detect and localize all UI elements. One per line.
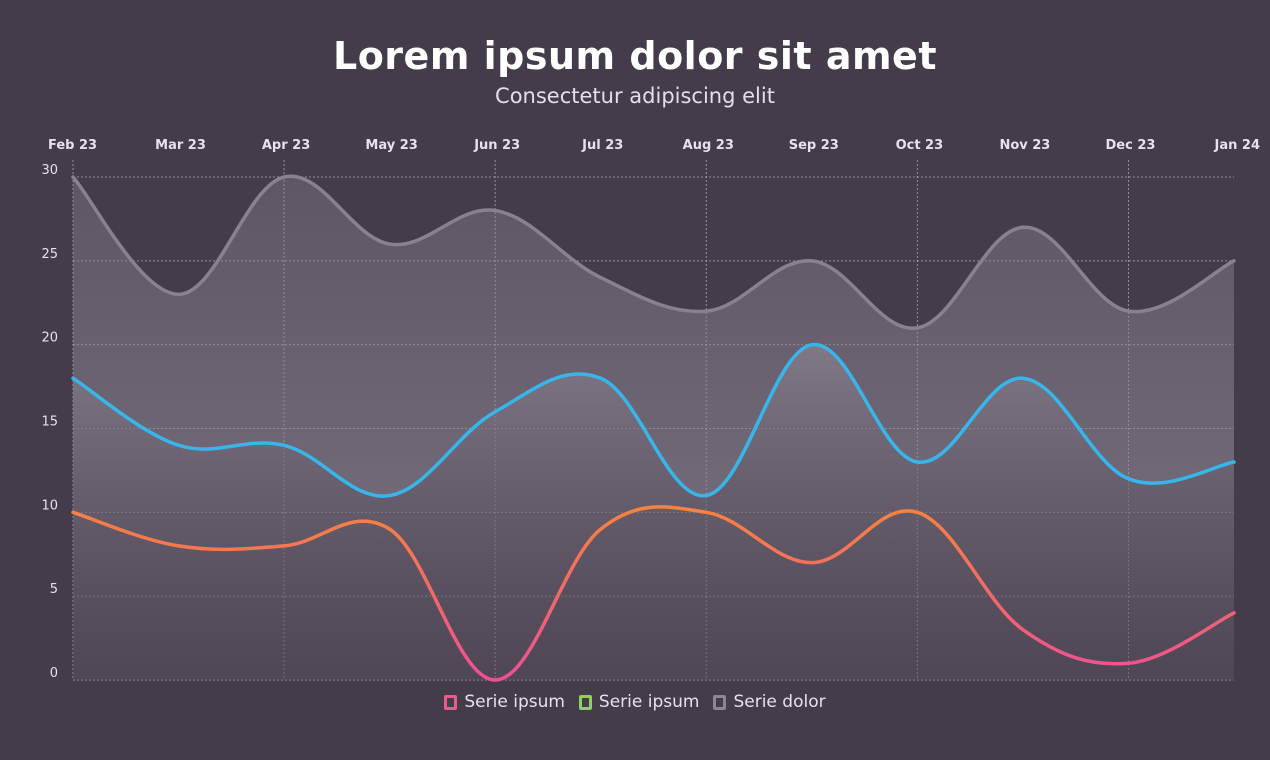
x-axis-ticks: Feb 23 Mar 23 Apr 23 May 23 Jun 23 Jul 23 Aug … <box>48 138 1260 153</box>
legend-label: Serie dolor <box>733 692 826 712</box>
x-tick-label: Dec 23 <box>1105 138 1155 153</box>
chart-subtitle: Consectetur adipiscing elit <box>495 84 775 108</box>
x-tick-label: Aug 23 <box>683 138 734 153</box>
x-tick-label: Jan 24 <box>1214 138 1260 153</box>
y-tick-label: 0 <box>50 666 58 681</box>
x-tick-label: Apr 23 <box>262 138 310 153</box>
x-tick-label: Jun 23 <box>473 138 520 153</box>
series-line-serie-ipsum-blue <box>71 342 1236 498</box>
legend-label: Serie ipsum <box>464 692 565 712</box>
legend: Serie ipsum Serie ipsum Serie dolor <box>0 692 1270 712</box>
x-tick-label: Mar 23 <box>155 138 206 153</box>
y-tick-label: 10 <box>41 498 58 513</box>
y-tick-label: 20 <box>41 331 58 346</box>
x-tick-label: Sep 23 <box>789 138 839 153</box>
legend-item[interactable]: Serie dolor <box>713 692 826 712</box>
legend-item[interactable]: Serie ipsum <box>578 692 700 712</box>
series-line-serie-ipsum-orange <box>71 505 1236 682</box>
area-serie-ipsum <box>73 344 1234 680</box>
area-fills <box>73 176 1234 680</box>
x-tick-label: May 23 <box>365 138 417 153</box>
legend-label: Serie ipsum <box>598 692 700 712</box>
y-tick-label: 5 <box>50 582 58 597</box>
y-axis-ticks: 0 5 10 15 20 25 30 <box>41 163 58 681</box>
y-tick-label: 15 <box>41 415 58 430</box>
x-tick-label: Feb 23 <box>48 138 97 153</box>
area-serie-dolor <box>73 176 1234 497</box>
chart-title: Lorem ipsum dolor sit amet <box>332 34 937 78</box>
y-tick-label: 30 <box>41 163 58 178</box>
legend-swatch <box>444 694 458 710</box>
x-tick-label: Jul 23 <box>581 138 623 153</box>
legend-swatch <box>578 694 592 710</box>
x-tick-label: Nov 23 <box>999 138 1050 153</box>
legend-item[interactable]: Serie ipsum <box>444 692 565 712</box>
series-line-serie-dolor <box>71 174 1236 330</box>
series-lines <box>71 174 1236 682</box>
x-tick-label: Oct 23 <box>896 138 944 153</box>
legend-swatch <box>713 694 727 710</box>
y-tick-label: 25 <box>41 247 58 262</box>
